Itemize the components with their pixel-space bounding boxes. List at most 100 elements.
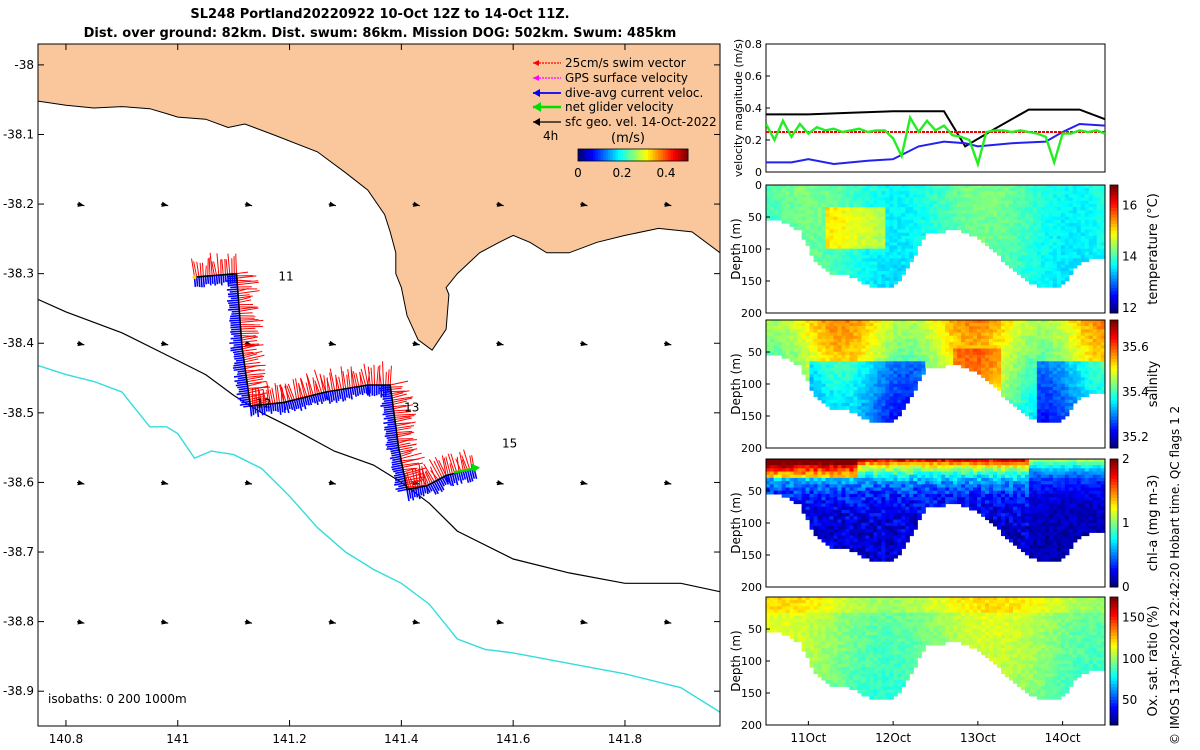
section-cell <box>833 210 839 215</box>
section-cell <box>909 348 914 353</box>
section-cell <box>985 213 990 218</box>
section-cell <box>785 465 791 469</box>
swim-vector <box>237 280 259 284</box>
section-cell <box>1032 329 1038 334</box>
dive-avg-current-vector <box>419 486 423 496</box>
section-cell <box>993 232 998 237</box>
swim-vector <box>401 456 425 464</box>
section-cell <box>1064 338 1070 343</box>
section-cell <box>849 219 855 224</box>
section-cell <box>1048 210 1054 215</box>
section-cell <box>1001 210 1006 215</box>
section-cell <box>1020 271 1026 275</box>
section-cell <box>1068 210 1074 215</box>
section-cell <box>985 354 990 359</box>
section-cell <box>829 342 835 346</box>
section-cell <box>957 326 962 330</box>
section-cell <box>1060 383 1066 388</box>
section-cell <box>1012 383 1018 388</box>
section-cell <box>885 267 890 272</box>
section-cell <box>841 203 847 208</box>
section-cell <box>773 203 779 208</box>
section-cell <box>789 354 795 359</box>
section-cell <box>773 468 779 473</box>
section-cell <box>1036 393 1042 398</box>
section-cell <box>889 235 894 240</box>
section-colorbar-swatch <box>1110 255 1118 260</box>
section-cell <box>885 194 890 199</box>
section-cell <box>1084 335 1090 340</box>
section-cell <box>1008 251 1014 256</box>
section-cell <box>981 197 986 202</box>
section-cell <box>1060 322 1066 327</box>
section-cell <box>861 345 867 350</box>
section-cell <box>1028 326 1034 330</box>
section-cell <box>1040 367 1046 372</box>
section-cell <box>833 187 839 192</box>
section-cell <box>809 219 815 224</box>
section-cell <box>785 191 791 195</box>
section-cell <box>1032 322 1038 327</box>
section-cell <box>853 338 859 343</box>
section-cell <box>965 338 970 343</box>
section-cell <box>1076 226 1082 231</box>
section-cell <box>793 487 799 492</box>
swim-vector <box>329 368 336 391</box>
section-cell <box>941 345 946 350</box>
section-cell <box>1072 248 1078 253</box>
section-cell <box>1048 364 1054 369</box>
section-cell <box>981 213 986 218</box>
section-cell <box>833 370 839 375</box>
section-cell <box>921 338 926 343</box>
section-cell <box>801 335 807 340</box>
section-cell <box>837 358 843 362</box>
section-cell <box>777 484 783 489</box>
section-cell <box>1044 351 1050 356</box>
swim-vector <box>461 459 466 471</box>
section-cell <box>813 459 819 463</box>
section-cell <box>849 358 855 362</box>
section-cell <box>897 267 902 272</box>
section-cell <box>1001 335 1006 340</box>
section-cell <box>841 219 847 224</box>
section-cell <box>885 399 890 404</box>
section-cell <box>1056 342 1062 346</box>
section-cell <box>817 522 823 527</box>
section-cell <box>1040 245 1046 250</box>
section-cell <box>809 525 815 530</box>
colorbar-swatch <box>598 149 601 161</box>
dive-avg-current-vector <box>383 407 394 411</box>
section-cell <box>1020 406 1026 410</box>
section-cell <box>901 261 906 266</box>
section-cell <box>933 194 938 199</box>
section-cell <box>953 226 958 231</box>
section-colorbar-swatch <box>1110 326 1118 331</box>
land-coastline <box>38 44 720 351</box>
dive-avg-current-vector <box>445 475 449 484</box>
dive-avg-current-vector <box>387 438 398 442</box>
section-cell <box>1020 364 1026 369</box>
section-cell <box>1096 245 1102 250</box>
section-cell <box>977 342 982 346</box>
section-cell <box>937 223 942 227</box>
section-cell <box>1084 258 1090 263</box>
section-cell <box>821 200 827 205</box>
section-cell <box>777 338 783 343</box>
section-cell <box>861 229 867 234</box>
section-cell <box>869 374 874 378</box>
section-cell <box>1028 415 1034 420</box>
section-cell <box>925 345 930 350</box>
section-colorbar-swatch <box>1110 188 1118 192</box>
section-cell <box>1004 322 1010 327</box>
section-cell <box>1088 348 1094 353</box>
section-cell <box>825 219 831 224</box>
section-cell <box>873 223 878 227</box>
section-cell <box>841 354 847 359</box>
section-cell <box>945 338 950 343</box>
section-colorbar-swatch <box>1110 245 1118 250</box>
section-cell <box>897 396 902 401</box>
section-cell <box>833 396 839 401</box>
section-cell <box>813 390 819 394</box>
section-cell <box>977 213 982 218</box>
section-cell <box>1001 216 1006 221</box>
